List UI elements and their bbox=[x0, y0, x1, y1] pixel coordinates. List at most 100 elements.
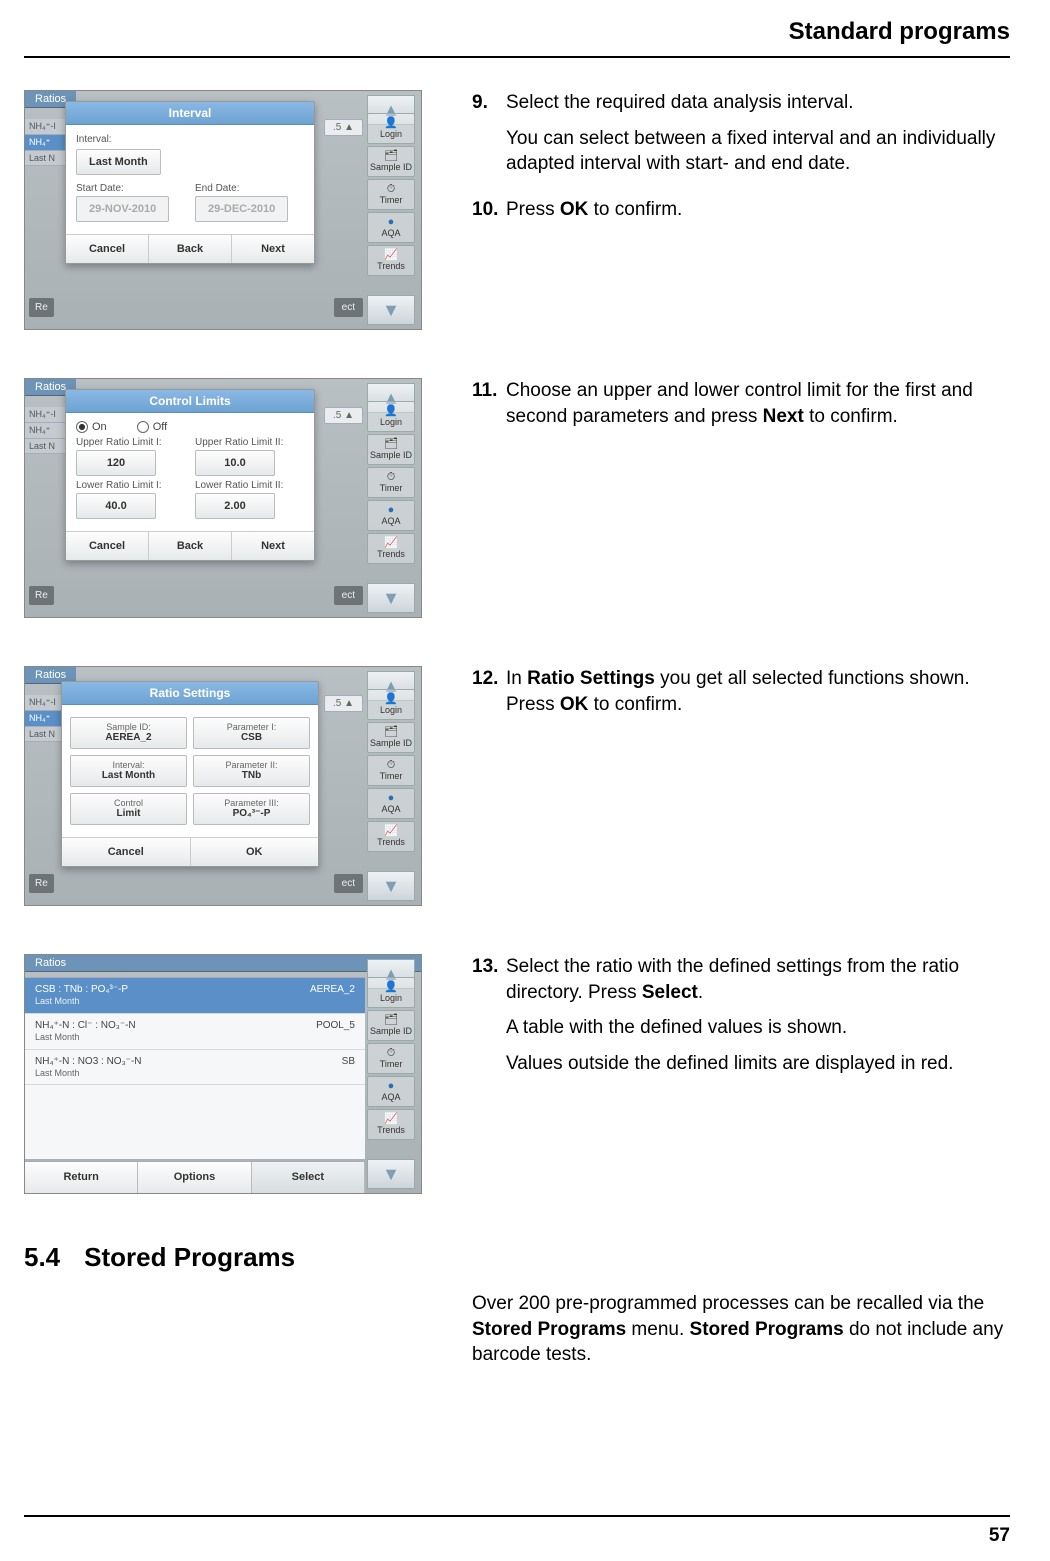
sidebar-item-sampleid[interactable]: 🗂Sample ID bbox=[367, 434, 415, 465]
t: . bbox=[698, 982, 703, 1003]
upper-limit-1-label: Upper Ratio Limit I: bbox=[76, 437, 185, 448]
bg-label: NH₄⁺ bbox=[25, 711, 65, 727]
next-button[interactable]: Next bbox=[232, 235, 314, 263]
param2-cell[interactable]: Parameter II:TNb bbox=[193, 755, 310, 787]
arrow-down-icon[interactable]: ▼ bbox=[367, 295, 415, 325]
interval-modal: Interval Interval: Last Month Start Date… bbox=[65, 101, 315, 264]
t: Control bbox=[75, 798, 182, 808]
lower-limit-2-button[interactable]: 2.00 bbox=[195, 493, 275, 519]
step-line: Select the required data analysis interv… bbox=[506, 90, 1010, 116]
interval-value-button[interactable]: Last Month bbox=[76, 149, 161, 175]
interval-cell[interactable]: Interval:Last Month bbox=[70, 755, 187, 787]
cancel-button[interactable]: Cancel bbox=[66, 235, 149, 263]
options-button[interactable]: Options bbox=[138, 1162, 251, 1193]
param1-cell[interactable]: Parameter I:CSB bbox=[193, 717, 310, 749]
step-text: 11. Choose an upper and lower control li… bbox=[472, 378, 1010, 449]
modal-title: Ratio Settings bbox=[62, 682, 318, 705]
t: OK bbox=[560, 694, 589, 715]
step-row-12: Ratios NH₄⁺-I NH₄⁺ Last N .5 ▲ ect Re ▲ … bbox=[24, 666, 1010, 906]
screenshot-ratio-settings: Ratios NH₄⁺-I NH₄⁺ Last N .5 ▲ ect Re ▲ … bbox=[24, 666, 422, 906]
sidebar-label: AQA bbox=[381, 804, 400, 814]
radio-off[interactable]: Off bbox=[137, 421, 167, 433]
ratios-tab: Ratios bbox=[25, 955, 421, 972]
back-button[interactable]: Back bbox=[149, 235, 232, 263]
t: Choose an upper and lower control limit … bbox=[506, 380, 973, 427]
sidebar-item-aqa[interactable]: ●AQA bbox=[367, 788, 415, 819]
select-button[interactable]: Select bbox=[252, 1162, 365, 1193]
sidebar-item-login[interactable]: 👤Login bbox=[367, 689, 415, 720]
sidebar-label: Timer bbox=[380, 1059, 403, 1069]
bg-chip: .5 ▲ bbox=[324, 119, 363, 136]
sidebar-item-aqa[interactable]: ●AQA bbox=[367, 500, 415, 531]
sidebar-label: Login bbox=[380, 129, 402, 139]
control-limit-cell[interactable]: ControlLimit bbox=[70, 793, 187, 825]
radio-on[interactable]: On bbox=[76, 421, 107, 433]
next-button[interactable]: Next bbox=[232, 532, 314, 560]
sidebar-item-aqa[interactable]: ●AQA bbox=[367, 1076, 415, 1107]
return-button[interactable]: Return bbox=[25, 1162, 138, 1193]
cancel-button[interactable]: Cancel bbox=[62, 838, 191, 866]
arrow-down-icon[interactable]: ▼ bbox=[367, 871, 415, 901]
t: PO₄³⁻-P bbox=[198, 808, 305, 820]
arrow-down-icon[interactable]: ▼ bbox=[367, 1159, 415, 1189]
param3-cell[interactable]: Parameter III:PO₄³⁻-P bbox=[193, 793, 310, 825]
sample-id-cell[interactable]: Sample ID:AEREA_2 bbox=[70, 717, 187, 749]
sidebar: 👤Login 🗂Sample ID ⏱Timer ●AQA 📈Trends bbox=[367, 977, 415, 1140]
sidebar-label: Timer bbox=[380, 771, 403, 781]
page-header: Standard programs bbox=[789, 18, 1010, 46]
sidebar-item-timer[interactable]: ⏱Timer bbox=[367, 1043, 415, 1074]
t: AEREA_2 bbox=[310, 984, 355, 1007]
step-number: 11. bbox=[472, 378, 506, 439]
sidebar-label: Login bbox=[380, 417, 402, 427]
step-line: A table with the defined values is shown… bbox=[506, 1015, 1010, 1041]
sidebar-item-sampleid[interactable]: 🗂Sample ID bbox=[367, 722, 415, 753]
t: Parameter III: bbox=[198, 798, 305, 808]
interval-label: Interval: bbox=[76, 134, 112, 145]
list-item[interactable]: CSB : TNb : PO₄³⁻-PLast Month AEREA_2 bbox=[25, 978, 365, 1014]
modal-title: Control Limits bbox=[66, 390, 314, 413]
sidebar-label: Timer bbox=[380, 195, 403, 205]
sidebar-item-trends[interactable]: 📈Trends bbox=[367, 821, 415, 852]
list-item[interactable]: NH₄⁺-N : NO3 : NO₃⁻-NLast Month SB bbox=[25, 1050, 365, 1086]
end-date-button[interactable]: 29-DEC-2010 bbox=[195, 196, 288, 222]
upper-limit-1-button[interactable]: 120 bbox=[76, 450, 156, 476]
sidebar-item-trends[interactable]: 📈Trends bbox=[367, 245, 415, 276]
start-date-button[interactable]: 29-NOV-2010 bbox=[76, 196, 169, 222]
sidebar: 👤Login 🗂Sample ID ⏱Timer ●AQA 📈Trends bbox=[367, 401, 415, 564]
sidebar-item-timer[interactable]: ⏱Timer bbox=[367, 467, 415, 498]
modal-title: Interval bbox=[66, 102, 314, 125]
sidebar-item-trends: 📈Trends bbox=[367, 533, 415, 564]
upper-limit-2-button[interactable]: 10.0 bbox=[195, 450, 275, 476]
list-item[interactable]: NH₄⁺-N : Cl⁻ : NO₃⁻-NLast Month POOL_5 bbox=[25, 1014, 365, 1050]
t: Select the ratio with the defined settin… bbox=[506, 956, 959, 1003]
sampleid-icon: 🗂 bbox=[368, 151, 414, 162]
sidebar: 👤Login 🗂Sample ID ⏱Timer ●AQA 📈Trends bbox=[367, 113, 415, 276]
back-button[interactable]: Back bbox=[149, 532, 232, 560]
bg-chip: .5 ▲ bbox=[324, 695, 363, 712]
sidebar-item-login[interactable]: 👤Login bbox=[367, 401, 415, 432]
sidebar-item-timer[interactable]: ⏱Timer bbox=[367, 179, 415, 210]
arrow-down-icon[interactable]: ▼ bbox=[367, 583, 415, 613]
cancel-button[interactable]: Cancel bbox=[66, 532, 149, 560]
bg-label: Last N bbox=[25, 439, 65, 454]
sidebar-item-trends[interactable]: 📈Trends bbox=[367, 1109, 415, 1140]
t: POOL_5 bbox=[316, 1020, 355, 1043]
sidebar-item-timer[interactable]: ⏱Timer bbox=[367, 755, 415, 786]
sidebar-item-sampleid[interactable]: 🗂Sample ID bbox=[367, 146, 415, 177]
t: to confirm. bbox=[804, 406, 898, 427]
sidebar-item-aqa[interactable]: ●AQA bbox=[367, 212, 415, 243]
t: Last Month bbox=[35, 996, 128, 1007]
sidebar-item-login[interactable]: 👤Login bbox=[367, 977, 415, 1008]
ok-button[interactable]: OK bbox=[191, 838, 319, 866]
lower-limit-1-button[interactable]: 40.0 bbox=[76, 493, 156, 519]
sidebar-label: Sample ID bbox=[370, 738, 412, 748]
sidebar-item-sampleid[interactable]: 🗂Sample ID bbox=[367, 1010, 415, 1041]
footer-rule bbox=[24, 1515, 1010, 1517]
sidebar-label: AQA bbox=[381, 1092, 400, 1102]
t: Stored Programs bbox=[472, 1319, 626, 1340]
screenshot-ratios-list: Ratios CSB : TNb : PO₄³⁻-PLast Month AER… bbox=[24, 954, 422, 1194]
step-line: Select the ratio with the defined settin… bbox=[506, 954, 1010, 1005]
timer-icon: ⏱ bbox=[368, 472, 414, 483]
sidebar-item-login[interactable]: 👤Login bbox=[367, 113, 415, 144]
bg-chip: .5 ▲ bbox=[324, 407, 363, 424]
